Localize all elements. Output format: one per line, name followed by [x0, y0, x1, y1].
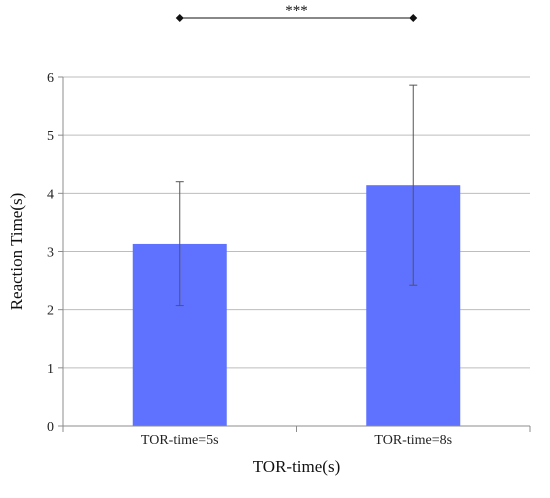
x-axis-title: TOR-time(s)	[253, 457, 341, 476]
significance-right-marker	[409, 14, 418, 22]
error-bars	[175, 84, 418, 307]
axes: 0 1 2 3 4 5 6 TOR-time=5s TOR-time=8s	[47, 71, 531, 448]
y-axis-title: Reaction Time(s)	[7, 193, 26, 311]
significance-bracket: ***	[175, 3, 418, 22]
x-tick-label: TOR-time=5s	[141, 433, 219, 448]
y-tick-label: 3	[47, 246, 54, 261]
y-tick-label: 0	[47, 420, 54, 435]
significance-left-marker	[175, 14, 184, 22]
y-tick-label: 2	[47, 304, 54, 319]
significance-label: ***	[285, 3, 308, 19]
y-tick-label: 6	[47, 71, 54, 86]
x-tick-label: TOR-time=8s	[374, 433, 452, 448]
y-tick-label: 1	[47, 362, 54, 377]
y-tick-label: 5	[47, 129, 54, 144]
y-tick-label: 4	[47, 187, 54, 202]
